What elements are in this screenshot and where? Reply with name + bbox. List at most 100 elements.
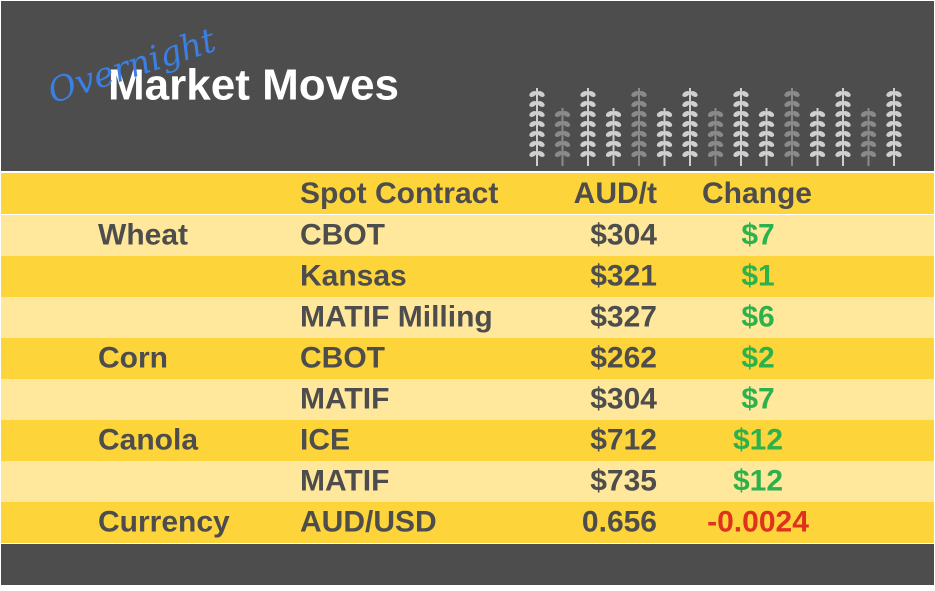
grain [554, 121, 563, 127]
grain [588, 101, 596, 107]
grain [588, 151, 596, 157]
grain [639, 131, 647, 137]
price: 0.656 [582, 505, 657, 538]
column-header: Change [702, 177, 812, 210]
grain [664, 151, 673, 157]
grain [894, 91, 902, 97]
grain [690, 91, 698, 97]
grain [894, 101, 902, 107]
change: $6 [741, 300, 774, 333]
change: -0.0024 [707, 505, 809, 538]
grain [537, 91, 545, 97]
grain [784, 91, 792, 97]
price: $327 [590, 300, 657, 333]
grain [886, 101, 894, 107]
grain [690, 151, 698, 157]
contract: MATIF [300, 464, 389, 497]
grain [733, 91, 741, 97]
price: $304 [590, 382, 657, 415]
grain [613, 151, 622, 157]
grain [631, 131, 639, 137]
grain [529, 121, 537, 127]
row-background [1, 461, 934, 502]
grain [639, 141, 647, 147]
grain [715, 111, 724, 117]
grain [766, 111, 775, 117]
grain [537, 121, 545, 127]
grain [733, 151, 741, 157]
price: $321 [590, 259, 657, 292]
grain [860, 141, 869, 147]
grain [588, 141, 596, 147]
grain [766, 131, 775, 137]
grain [860, 111, 869, 117]
grain [835, 141, 843, 147]
grain [817, 121, 826, 127]
grain [843, 121, 851, 127]
price: $262 [590, 341, 657, 374]
grain [894, 131, 902, 137]
grain [784, 111, 792, 117]
grain [682, 91, 690, 97]
grain [733, 101, 741, 107]
grain [886, 121, 894, 127]
grain [639, 121, 647, 127]
grain [656, 121, 665, 127]
grain [843, 111, 851, 117]
grain [784, 121, 792, 127]
grain [894, 121, 902, 127]
grain [554, 111, 563, 117]
grain [664, 121, 673, 127]
grain [690, 121, 698, 127]
row-background [1, 338, 934, 379]
grain [554, 141, 563, 147]
grain [639, 151, 647, 157]
change: $12 [733, 464, 783, 497]
header-row [1, 173, 934, 214]
grain [554, 131, 563, 137]
wheat-decoration [529, 88, 902, 166]
contract: ICE [300, 423, 350, 456]
grain [588, 111, 596, 117]
grain [580, 91, 588, 97]
grain [835, 101, 843, 107]
grain [886, 131, 894, 137]
commodity: Wheat [98, 218, 188, 251]
row-background [1, 379, 934, 420]
grain [656, 141, 665, 147]
grain [682, 151, 690, 157]
grain [733, 131, 741, 137]
title: Market Moves [108, 61, 399, 110]
grain [529, 151, 537, 157]
grain [741, 111, 749, 117]
grain [809, 141, 818, 147]
grain [860, 131, 869, 137]
grain [835, 111, 843, 117]
grain [868, 121, 877, 127]
grain [766, 141, 775, 147]
grain [809, 131, 818, 137]
grain [733, 121, 741, 127]
grain [741, 141, 749, 147]
grain [792, 141, 800, 147]
grain [562, 131, 571, 137]
grain [613, 141, 622, 147]
commodity: Canola [98, 423, 198, 456]
commodity: Currency [98, 505, 230, 538]
grain [631, 141, 639, 147]
grain [868, 111, 877, 117]
grain [605, 111, 614, 117]
change: $12 [733, 423, 783, 456]
grain [631, 91, 639, 97]
column-header: Spot Contract [300, 177, 498, 210]
grain [835, 131, 843, 137]
price: $712 [590, 423, 657, 456]
grain [537, 131, 545, 137]
column-header: AUD/t [574, 177, 657, 210]
grain [868, 151, 877, 157]
grain [792, 91, 800, 97]
grain [588, 91, 596, 97]
grain [529, 141, 537, 147]
row-background [1, 215, 934, 256]
grain [639, 91, 647, 97]
